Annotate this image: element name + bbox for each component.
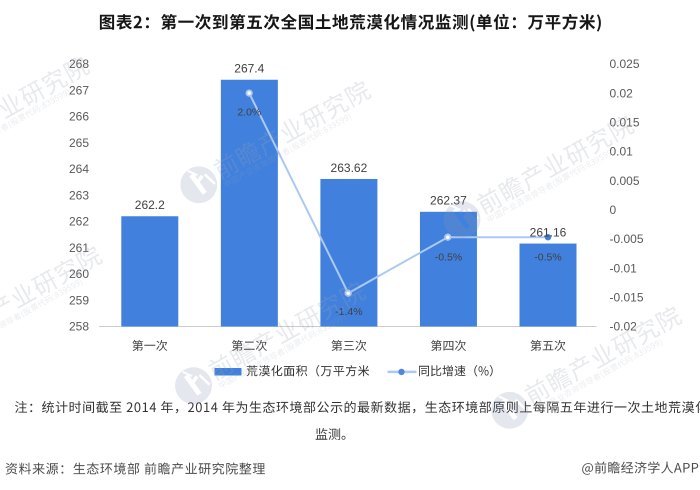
svg-text:-0.015: -0.015 <box>610 291 644 305</box>
svg-text:-0.02: -0.02 <box>610 320 638 334</box>
svg-text:262: 262 <box>69 215 89 229</box>
svg-text:0.01: 0.01 <box>610 145 634 159</box>
svg-text:-0.01: -0.01 <box>610 261 638 275</box>
svg-text:-0.5%: -0.5% <box>435 251 462 263</box>
svg-text:2.0%: 2.0% <box>237 106 261 118</box>
svg-text:264: 264 <box>69 162 89 176</box>
svg-text:0: 0 <box>610 203 617 217</box>
svg-text:-0.005: -0.005 <box>610 232 644 246</box>
svg-text:262.2: 262.2 <box>135 198 165 212</box>
svg-text:0.005: 0.005 <box>610 174 640 188</box>
svg-text:267.4: 267.4 <box>234 62 264 76</box>
svg-text:-1.4%: -1.4% <box>335 306 362 318</box>
svg-text:-0.5%: -0.5% <box>534 251 561 263</box>
svg-text:261: 261 <box>69 241 89 255</box>
svg-text:263: 263 <box>69 188 89 202</box>
svg-text:266: 266 <box>69 110 89 124</box>
svg-text:259: 259 <box>69 293 89 307</box>
svg-text:0.02: 0.02 <box>610 86 634 100</box>
svg-text:261.16: 261.16 <box>530 225 567 239</box>
svg-text:258: 258 <box>69 320 89 334</box>
svg-text:263.62: 263.62 <box>331 161 368 175</box>
svg-text:265: 265 <box>69 136 89 150</box>
svg-text:0.025: 0.025 <box>610 57 640 71</box>
svg-text:267: 267 <box>69 84 89 98</box>
